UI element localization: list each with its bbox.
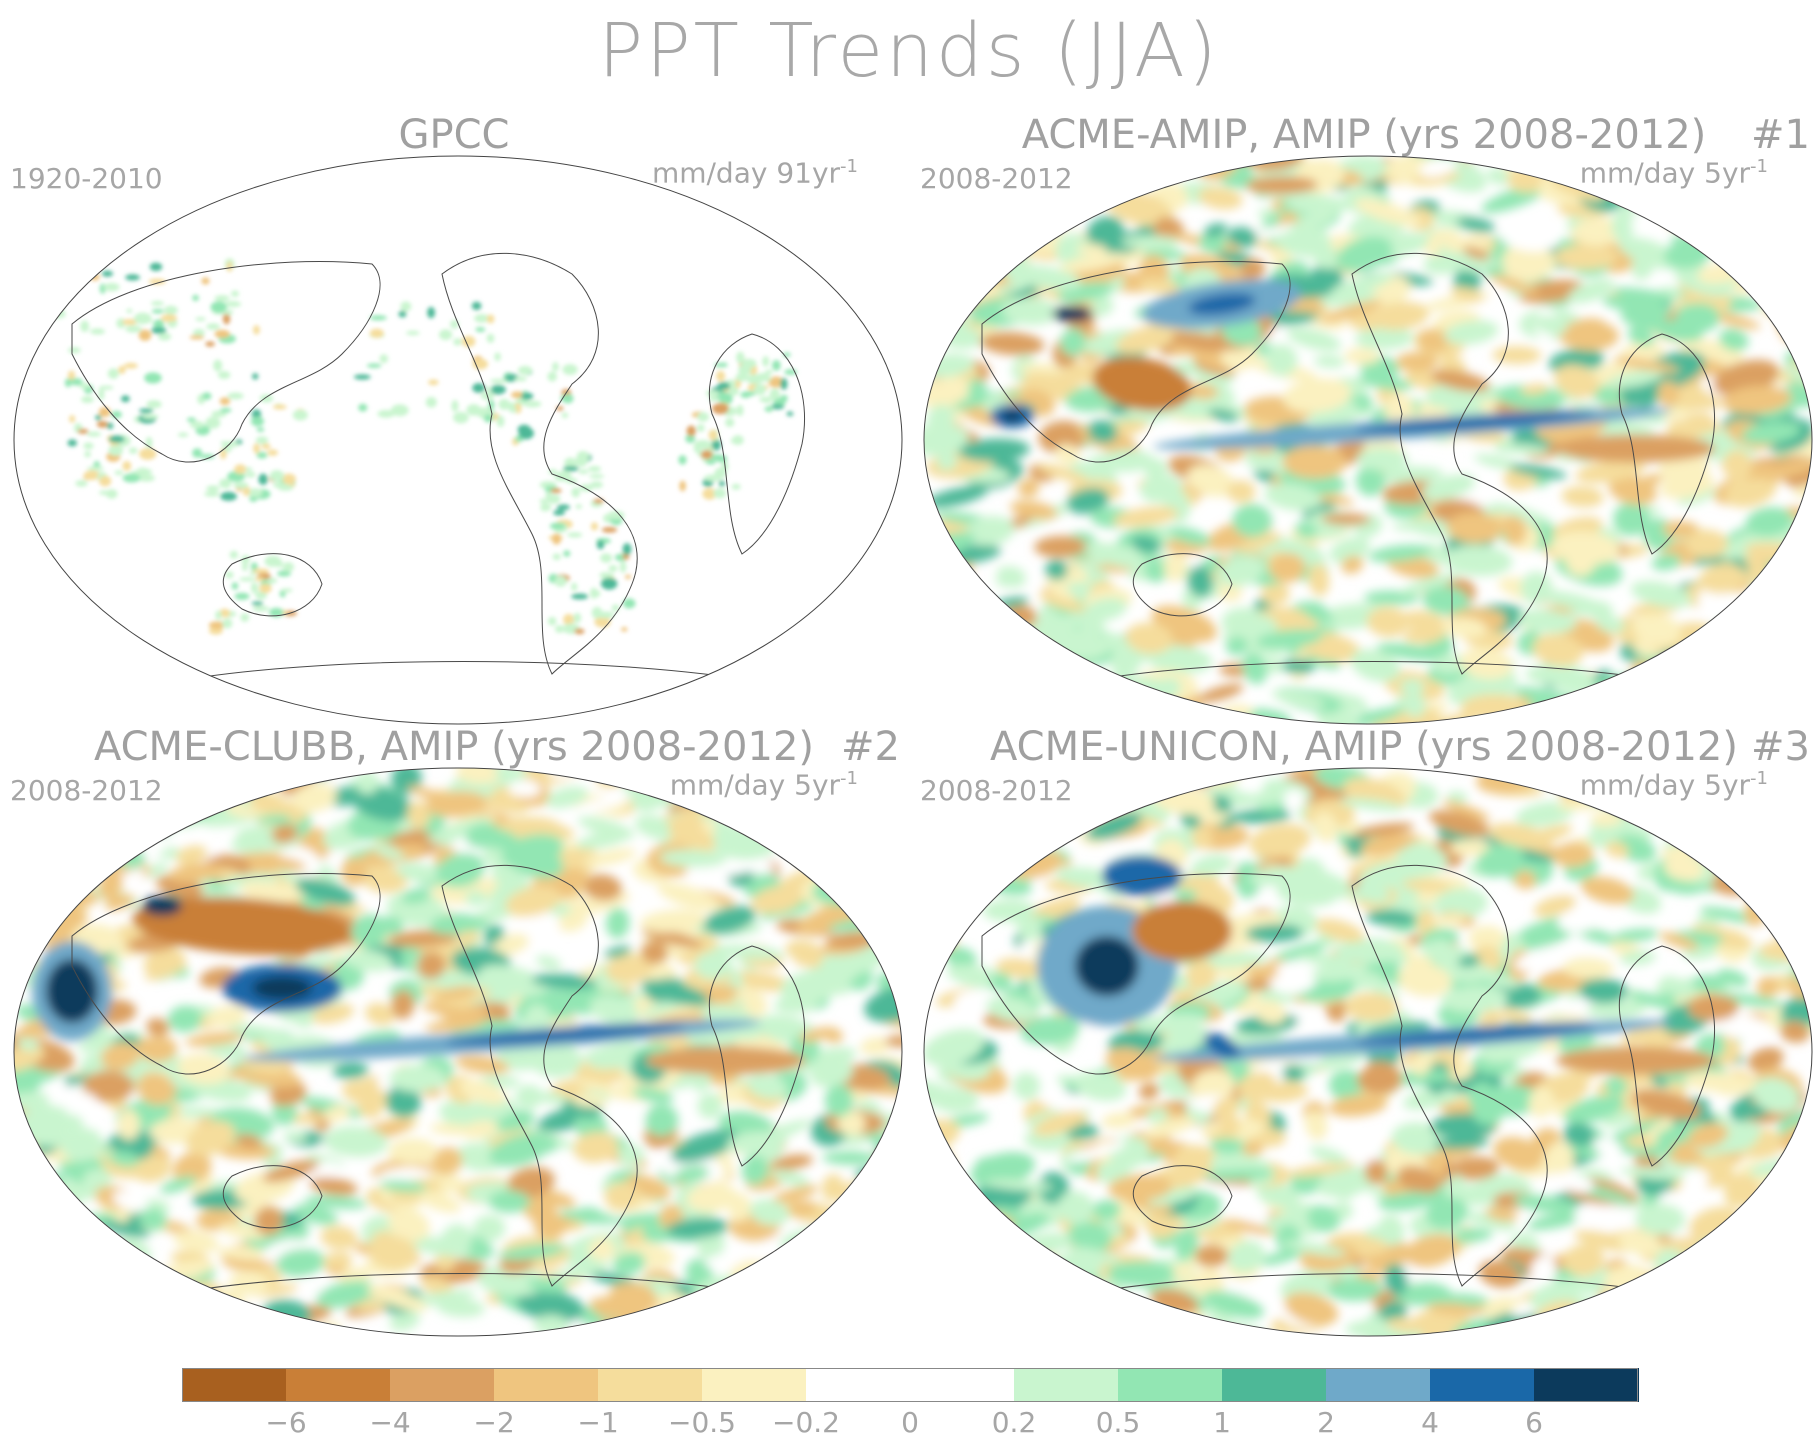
map-border [923, 767, 1813, 1337]
colorbar-tick-label: −1 [577, 1406, 619, 1439]
colorbar-tick-label: −0.5 [668, 1406, 736, 1439]
colorbar-cell [1222, 1368, 1327, 1402]
colorbar-cell [494, 1368, 599, 1402]
colorbar-cell [702, 1368, 807, 1402]
map-panel-3: ACME-CLUBB, AMIP (yrs 2008-2012) #2 2008-2… [0, 724, 908, 1344]
coastline [708, 945, 806, 1167]
colorbar-cell [1014, 1368, 1119, 1402]
figure-title: PPT Trends (JJA) [598, 8, 1220, 94]
colorbar-cell [1326, 1368, 1431, 1402]
panel-units: mm/day 5yr-1 [1580, 768, 1768, 801]
coastline [222, 553, 323, 617]
coastline [1132, 553, 1233, 617]
panel-title: ACME-UNICON, AMIP (yrs 2008-2012) [990, 724, 1738, 770]
units-exponent: -1 [840, 156, 858, 177]
map-border [923, 155, 1813, 725]
panel-title: ACME-AMIP, AMIP (yrs 2008-2012) [1021, 112, 1707, 158]
colorbar-cell [1430, 1368, 1535, 1402]
colorbar-tick-label: 6 [1525, 1406, 1543, 1439]
coastline [981, 261, 1291, 463]
panel-years: 2008-2012 [10, 774, 163, 807]
colorbar-tick-label: 0.5 [1095, 1406, 1141, 1439]
map-panel-2: ACME-AMIP, AMIP (yrs 2008-2012) #1 2008-20… [910, 112, 1818, 732]
colorbar-tick-label: 0 [901, 1406, 919, 1439]
colorbar-tick-label: 4 [1421, 1406, 1439, 1439]
colorbar-tick-label: 0.2 [991, 1406, 1037, 1439]
coastline [161, 661, 773, 685]
map-panel-4: ACME-UNICON, AMIP (yrs 2008-2012) #3 2008-… [910, 724, 1818, 1344]
colorbar-cell [286, 1368, 391, 1402]
panel-title: GPCC [398, 112, 510, 158]
coastline [161, 1273, 773, 1297]
colorbar-cell [1534, 1368, 1639, 1402]
coastline [71, 873, 381, 1075]
coastline [222, 1165, 323, 1229]
coastline [1071, 661, 1683, 685]
coastline [1618, 333, 1716, 555]
colorbar-cell [1118, 1368, 1223, 1402]
panel-units: mm/day 5yr-1 [1580, 156, 1768, 189]
units-text: mm/day 5yr [669, 768, 841, 802]
coastline [1132, 1165, 1233, 1229]
map-plot [13, 155, 903, 725]
coastline [981, 873, 1291, 1075]
panel-units: mm/day 91yr-1 [652, 156, 858, 189]
panel-number: #3 [1751, 724, 1810, 770]
colorbar-bar [182, 1368, 1639, 1402]
colorbar-tick-label: −6 [265, 1406, 307, 1439]
map-panel-1: GPCC 1920-2010 mm/day 91yr-1 [0, 112, 908, 732]
coastline [1351, 864, 1548, 1287]
colorbar-tick-label: 2 [1317, 1406, 1335, 1439]
map-border [13, 155, 903, 725]
coastline [1618, 945, 1716, 1167]
panel-number: #2 [841, 724, 900, 770]
units-exponent: -1 [840, 768, 858, 789]
colorbar-cell [806, 1368, 911, 1402]
colorbar-tick-label: 1 [1213, 1406, 1231, 1439]
units-exponent: -1 [1750, 156, 1768, 177]
panel-years: 1920-2010 [10, 162, 163, 195]
coastline [1071, 1273, 1683, 1297]
coastline [708, 333, 806, 555]
colorbar-cell [182, 1368, 287, 1402]
coastline [441, 864, 638, 1287]
colorbar-cell [910, 1368, 1015, 1402]
panel-years: 2008-2012 [920, 162, 1073, 195]
panel-number: #1 [1751, 112, 1810, 158]
coastline [441, 252, 638, 675]
colorbar-tick-label: −4 [369, 1406, 411, 1439]
coastline [71, 261, 381, 463]
panel-years: 2008-2012 [920, 774, 1073, 807]
units-text: mm/day 91yr [651, 156, 841, 190]
map-plot [923, 767, 1813, 1337]
trend-field [48, 258, 797, 635]
map-border [13, 767, 903, 1337]
colorbar-cell [598, 1368, 703, 1402]
colorbar-tick-label: −2 [473, 1406, 515, 1439]
coastline [1351, 252, 1548, 675]
units-text: mm/day 5yr [1579, 768, 1751, 802]
colorbar-cell [390, 1368, 495, 1402]
map-plot [13, 767, 903, 1337]
colorbar-tick-label: −0.2 [772, 1406, 840, 1439]
panel-title: ACME-CLUBB, AMIP (yrs 2008-2012) [93, 724, 815, 770]
units-text: mm/day 5yr [1579, 156, 1751, 190]
map-plot [923, 155, 1813, 725]
units-exponent: -1 [1750, 768, 1768, 789]
panel-units: mm/day 5yr-1 [670, 768, 858, 801]
